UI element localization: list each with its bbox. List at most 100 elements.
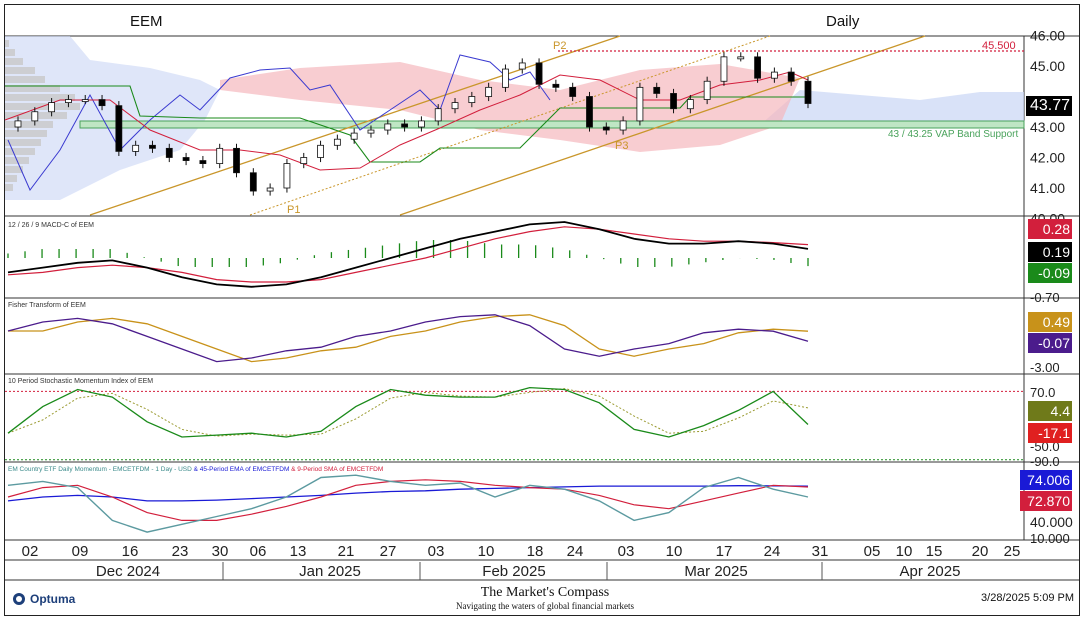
- volume-profile-bar: [5, 94, 75, 101]
- candle-body: [367, 129, 375, 134]
- candle-body: [636, 86, 644, 122]
- x-tick-day: 20: [972, 543, 989, 560]
- x-tick-day: 17: [716, 543, 733, 560]
- vap-band: [79, 120, 1025, 129]
- ichimoku-cloud-blue: [5, 36, 220, 200]
- candle-body: [569, 86, 577, 97]
- stoch-axis-70: 70.0: [1030, 385, 1055, 400]
- candle-body: [199, 160, 207, 165]
- volume-profile-bar: [5, 148, 35, 155]
- x-tick-day: 10: [478, 543, 495, 560]
- stoch-axis-neg90: -90.0: [1030, 454, 1060, 469]
- x-tick-day: 23: [172, 543, 189, 560]
- x-tick-month: Feb 2025: [482, 563, 545, 580]
- x-tick-month: Jan 2025: [299, 563, 361, 580]
- momentum-line: [7, 474, 809, 533]
- candle-body: [518, 62, 526, 70]
- candle-body: [653, 86, 661, 94]
- candle-body: [619, 120, 627, 131]
- lagging-span: [7, 54, 551, 191]
- smi-line: [7, 386, 809, 438]
- channel-upper: [89, 35, 621, 216]
- momentum-title-b: & 45-Period EMA of EMCETFDM: [192, 466, 290, 473]
- x-tick-month: Dec 2024: [96, 563, 160, 580]
- x-tick-day: 25: [1004, 543, 1021, 560]
- stoch-title: 10 Period Stochastic Momentum Index of E…: [8, 378, 153, 385]
- x-tick-month: Apr 2025: [900, 563, 961, 580]
- x-tick-day: 30: [212, 543, 229, 560]
- last-price-badge: 43.77: [1026, 96, 1072, 116]
- volume-profile-bar: [5, 40, 9, 47]
- brand-name: Optuma: [30, 592, 76, 606]
- momentum-badge-2: 72.870: [1020, 491, 1072, 511]
- footer-title: The Market's Compass: [480, 585, 610, 600]
- candle-body: [384, 123, 392, 131]
- candle-body: [333, 138, 341, 146]
- candle-body: [552, 83, 560, 88]
- candle-body: [81, 99, 89, 102]
- candle-body: [770, 71, 778, 79]
- candle-body: [720, 56, 728, 82]
- macd-signal-line: [7, 226, 809, 283]
- optuma-icon: [13, 593, 25, 605]
- x-tick-day: 02: [22, 543, 39, 560]
- fisher-axis-label: -3.00: [1030, 360, 1060, 375]
- macd-badge-2: 0.19: [1028, 242, 1072, 262]
- candle-body: [804, 80, 812, 104]
- smi-signal-line: [7, 388, 809, 437]
- fisher-badge-1: 0.49: [1028, 312, 1072, 332]
- ichimoku-cloud-blue-right: [760, 90, 1024, 125]
- candle-body: [535, 62, 543, 85]
- price-tick-label: 45.00: [1030, 58, 1065, 74]
- fisher-title: Fisher Transform of EEM: [8, 302, 86, 309]
- volume-profile-bar: [5, 184, 13, 191]
- channel-lower: [399, 35, 926, 216]
- candle-body: [401, 123, 408, 128]
- candle-body: [451, 102, 459, 110]
- candle-body: [670, 93, 677, 110]
- fisher-line: [7, 314, 809, 363]
- x-tick-day: 24: [764, 543, 781, 560]
- x-tick-day: 10: [896, 543, 913, 560]
- x-tick-day: 10: [666, 543, 683, 560]
- ichimoku-cloud-red: [220, 62, 800, 152]
- symbol-title: EEM: [130, 13, 163, 30]
- candle-body: [485, 86, 493, 97]
- volume-profile-bar: [5, 58, 23, 65]
- volume-profile-bar: [5, 166, 23, 173]
- candle-body: [283, 163, 291, 189]
- price-tick-label: 43.00: [1030, 119, 1065, 135]
- candle-body: [249, 172, 257, 192]
- price-tick-label: 46.00: [1030, 28, 1065, 44]
- x-tick-day: 31: [812, 543, 829, 560]
- x-tick-day: 03: [618, 543, 635, 560]
- candle-body: [266, 187, 274, 192]
- macd-badge-1: 0.28: [1028, 219, 1072, 239]
- candle-body: [350, 132, 358, 140]
- candle-body: [182, 157, 190, 161]
- volume-profile-bar: [5, 76, 45, 83]
- momentum-title-a: EM Country ETF Daily Momentum - EMCETFDM…: [8, 466, 192, 473]
- candle-body: [48, 102, 56, 113]
- footer-subtitle: Navigating the waters of global financia…: [456, 601, 634, 611]
- macd-badge-3: -0.09: [1028, 263, 1072, 283]
- candle-body: [115, 105, 123, 152]
- x-tick-day: 06: [250, 543, 267, 560]
- x-tick-day: 27: [380, 543, 397, 560]
- x-tick-day: 21: [338, 543, 355, 560]
- macd-line: [7, 221, 809, 288]
- x-tick-day: 09: [72, 543, 89, 560]
- macd-axis-label: -0.70: [1030, 290, 1060, 305]
- candle-body: [686, 99, 694, 110]
- chart-frame: [4, 4, 1080, 616]
- volume-profile-bar: [5, 139, 41, 146]
- candle-body: [31, 111, 39, 122]
- momentum-title-c: & 9-Period SMA of EMCETFDM: [289, 466, 383, 473]
- period-title: Daily: [826, 13, 860, 30]
- pivot-label: P3: [615, 140, 628, 152]
- price-tick-label: 41.00: [1030, 180, 1065, 196]
- footer-title-block: The Market's Compass Navigating the wate…: [430, 585, 660, 611]
- candle-body: [216, 147, 224, 165]
- candle-body: [165, 147, 173, 158]
